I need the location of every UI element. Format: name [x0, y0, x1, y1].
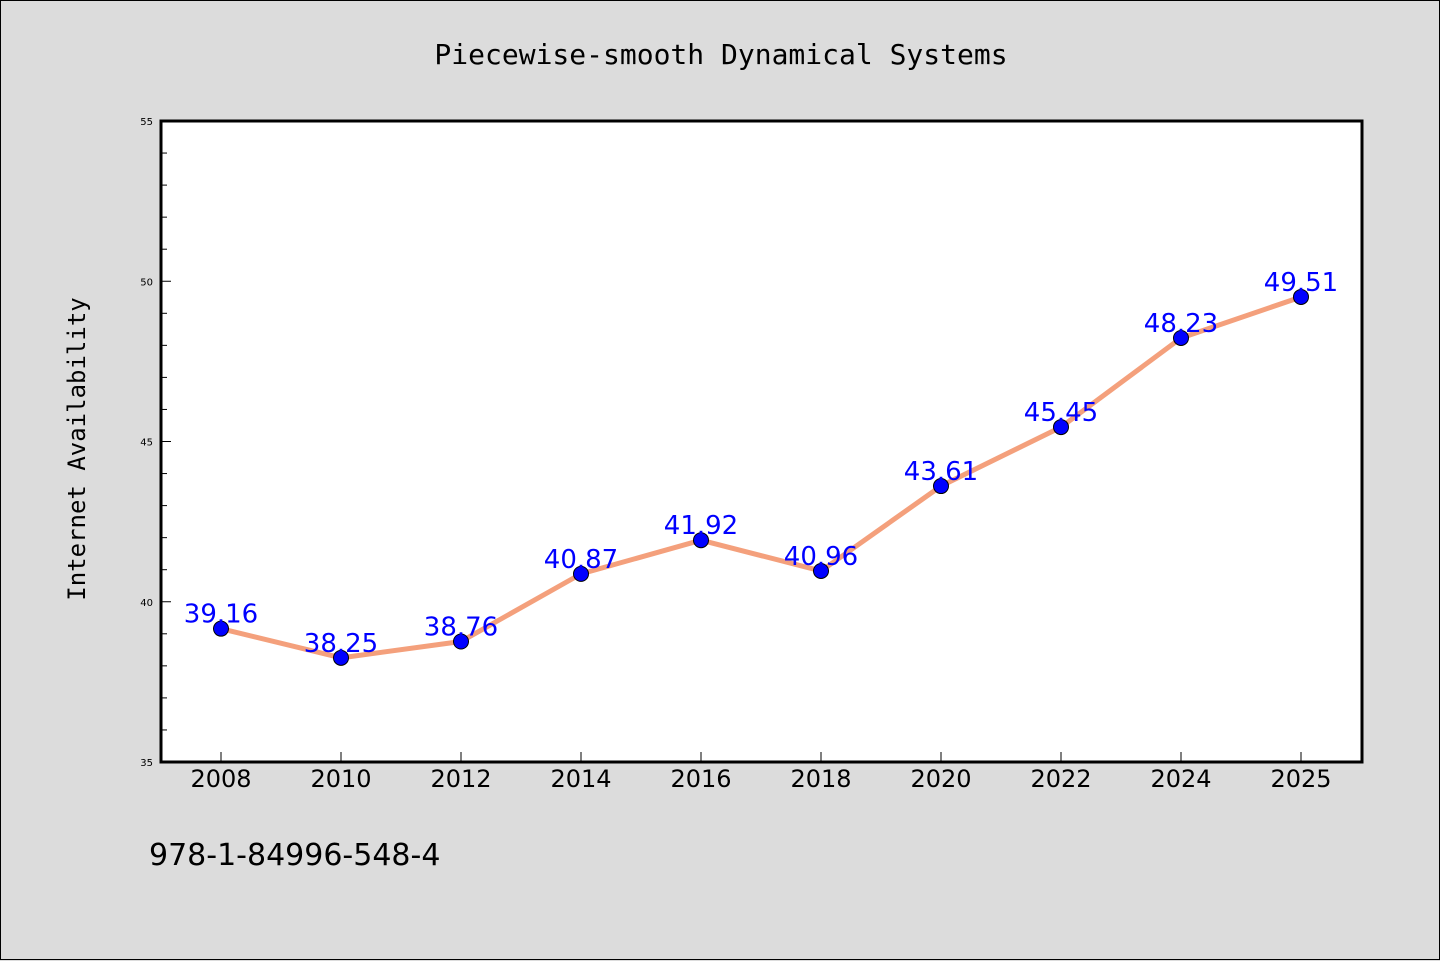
data-point-marker: [333, 649, 349, 666]
x-tick-label: 2020: [910, 765, 971, 793]
chart-title: Piecewise-smooth Dynamical Systems: [434, 38, 1007, 71]
data-point-marker: [1053, 419, 1069, 436]
x-tick-label: 2022: [1030, 765, 1091, 793]
y-tick-label: 35: [140, 758, 153, 769]
data-value-label: 48.23: [1144, 309, 1218, 339]
data-point-marker: [693, 532, 709, 549]
data-labels: 39.16 38.25 38.76 40.87 41.92 40.96 43.61 45.45…: [184, 268, 1338, 659]
data-point-marker: [933, 478, 949, 495]
data-value-label: 41.92: [664, 511, 738, 541]
data-value-label: 39.16: [184, 600, 258, 630]
y-axis-label: Internet Availability: [63, 297, 91, 600]
x-tick-label: 2008: [190, 765, 251, 793]
data-value-label: 45.45: [1024, 398, 1098, 428]
y-tick-label: 40: [140, 598, 153, 609]
x-tick-label: 2018: [790, 765, 851, 793]
data-value-label: 40.87: [544, 545, 618, 575]
x-tick-label: 2014: [550, 765, 611, 793]
y-tick-label: 55: [140, 117, 153, 128]
data-point-marker: [453, 633, 469, 650]
x-tick-label: 2012: [430, 765, 491, 793]
y-tick-label: 50: [140, 277, 153, 288]
series-line: [220, 294, 1302, 661]
x-tick-label: 2010: [310, 765, 371, 793]
isbn-footer: 978-1-84996-548-4: [149, 838, 440, 873]
data-value-label: 49.51: [1264, 268, 1338, 298]
data-value-label: 40.96: [784, 542, 858, 572]
data-point-marker: [1173, 329, 1189, 346]
data-point-marker: [813, 562, 829, 579]
y-tick-label: 45: [140, 438, 153, 449]
data-value-label: 38.76: [424, 612, 498, 642]
data-point-marker: [1293, 288, 1309, 305]
x-axis-ticks: 2008 2010 2012 2014 2016 2018 2020 2022 2024 2025: [190, 752, 1332, 793]
data-point-marker: [573, 565, 589, 582]
data-markers: [213, 288, 1309, 666]
plot-area: [159, 119, 1364, 764]
data-point-marker: [213, 620, 229, 637]
y-axis-ticks: 35 40 45 50 55: [140, 117, 171, 769]
x-tick-label: 2024: [1150, 765, 1211, 793]
x-tick-label: 2016: [670, 765, 731, 793]
data-value-label: 43.61: [904, 457, 978, 487]
data-value-label: 38.25: [304, 629, 378, 659]
x-tick-label: 2025: [1270, 765, 1331, 793]
